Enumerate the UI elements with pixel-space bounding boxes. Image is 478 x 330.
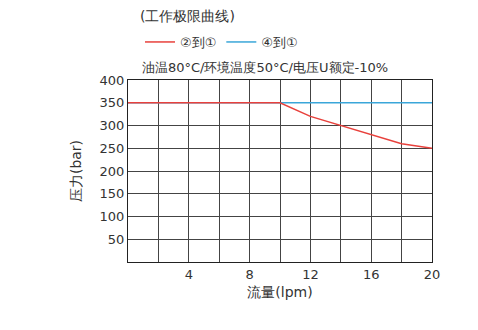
svg-text:150: 150 bbox=[100, 186, 125, 201]
svg-text:100: 100 bbox=[100, 209, 125, 224]
svg-text:压力(bar): 压力(bar) bbox=[68, 140, 84, 202]
svg-text:20: 20 bbox=[424, 267, 441, 282]
svg-text:油温80°C/环境温度50°C/电压U额定-10%: 油温80°C/环境温度50°C/电压U额定-10% bbox=[142, 60, 388, 75]
svg-text:②到①: ②到① bbox=[180, 35, 216, 50]
svg-text:流量(lpm): 流量(lpm) bbox=[247, 284, 312, 300]
svg-text:(工作极限曲线): (工作极限曲线) bbox=[140, 8, 235, 24]
svg-text:④到①: ④到① bbox=[261, 35, 297, 50]
svg-text:12: 12 bbox=[302, 267, 319, 282]
svg-text:50: 50 bbox=[108, 232, 125, 247]
svg-text:16: 16 bbox=[363, 267, 380, 282]
svg-text:200: 200 bbox=[100, 164, 125, 179]
svg-text:8: 8 bbox=[245, 267, 253, 282]
svg-text:4: 4 bbox=[185, 267, 193, 282]
svg-text:350: 350 bbox=[100, 95, 125, 110]
svg-text:300: 300 bbox=[100, 118, 125, 133]
svg-text:400: 400 bbox=[100, 73, 125, 88]
svg-text:250: 250 bbox=[100, 141, 125, 156]
